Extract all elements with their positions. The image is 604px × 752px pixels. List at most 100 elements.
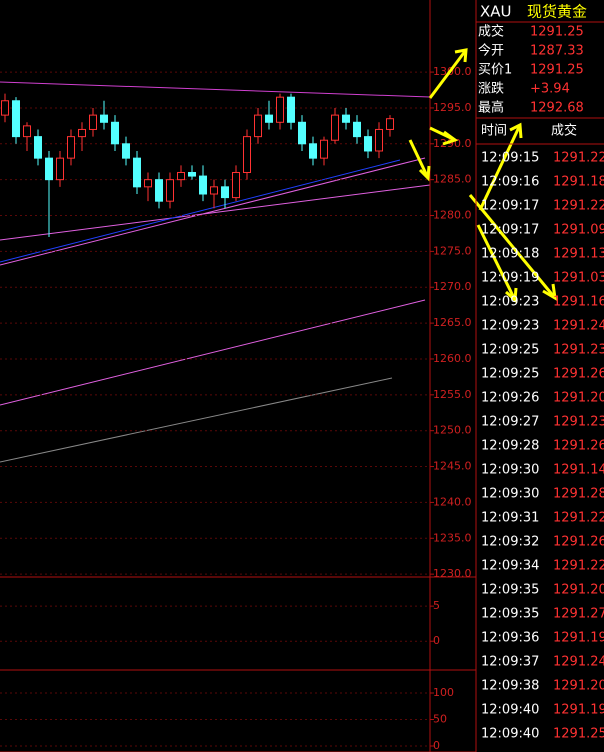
y-tick-label: 1255.0 (433, 388, 472, 401)
trade-time: 12:09:38 (481, 679, 539, 694)
y-tick-label: 5 (433, 599, 440, 612)
candle-body (78, 128, 86, 138)
y-tick-label: 1245.0 (433, 460, 472, 473)
trade-price: 1291.25 (553, 727, 604, 742)
y-tick-label: 1285.0 (433, 173, 472, 186)
candle-body (265, 114, 273, 123)
trade-time: 12:09:40 (481, 727, 539, 742)
candle-body (298, 121, 306, 145)
arrow (408, 139, 430, 179)
y-tick-label: 1240.0 (433, 495, 472, 508)
y-tick-label: 1295.0 (433, 101, 472, 114)
arrow (428, 49, 468, 99)
trade-time: 12:09:30 (481, 487, 539, 502)
trade-price: 1291.20 (553, 583, 604, 598)
trade-price: 1291.26 (553, 535, 604, 550)
trend-line (0, 157, 426, 266)
trade-price: 1291.14 (553, 463, 604, 478)
candle-body (100, 114, 108, 123)
candle-body (221, 186, 229, 199)
trade-price: 1291.22 (553, 511, 604, 526)
candle-body (34, 136, 42, 159)
y-tick-label: 1260.0 (433, 352, 472, 365)
candle-body (232, 171, 240, 199)
arrow (418, 165, 431, 182)
column-header: 时间 (481, 124, 507, 139)
arrow (454, 48, 468, 63)
candle-body (89, 114, 97, 130)
trade-time: 12:09:28 (481, 439, 539, 454)
trade-time: 12:09:40 (481, 703, 539, 718)
trade-time: 12:09:25 (481, 367, 539, 382)
trade-time: 12:09:37 (481, 655, 539, 670)
side-panel (475, 0, 604, 752)
arrow (478, 124, 522, 211)
quote-value: 1291.25 (530, 25, 584, 40)
trade-time: 12:09:31 (481, 511, 539, 526)
arrow (476, 224, 517, 301)
trade-time: 12:09:35 (481, 583, 539, 598)
drawings (0, 81, 431, 463)
y-tick-label: 1270.0 (433, 280, 472, 293)
trade-price: 1291.23 (553, 415, 604, 430)
candle-body (67, 136, 75, 159)
symbol: XAU (480, 3, 512, 21)
candle-body (111, 121, 119, 145)
y-tick-label: 1275.0 (433, 244, 472, 257)
trade-time: 12:09:26 (481, 391, 539, 406)
trade-time: 12:09:25 (481, 343, 539, 358)
candle-body (166, 179, 174, 202)
candle-body (155, 179, 163, 202)
arrow (542, 283, 557, 301)
y-tick-label: 1265.0 (433, 316, 472, 329)
trade-time: 12:09:27 (481, 415, 539, 430)
trade-time: 12:09:34 (481, 559, 539, 574)
trade-time: 12:09:36 (481, 631, 539, 646)
arrow (442, 130, 459, 146)
trend-line (0, 377, 393, 463)
trend-line (0, 184, 431, 241)
trade-price: 1291.20 (553, 391, 604, 406)
candle-body (56, 157, 64, 181)
quote-value: 1287.33 (530, 44, 584, 59)
trend-line (0, 299, 426, 406)
candle-body (386, 118, 394, 130)
candle-body (122, 143, 130, 159)
column-header: 成交 (551, 123, 577, 139)
arrows (408, 48, 557, 304)
trend-line (0, 159, 401, 263)
trend-line (0, 81, 431, 98)
trade-price: 1291.18 (553, 175, 604, 190)
y-tick-label: 1280.0 (433, 209, 472, 222)
trade-time: 12:09:17 (481, 223, 539, 238)
candle-body (353, 121, 361, 138)
quote-label: 成交 (478, 24, 504, 40)
candle-body (133, 157, 141, 188)
trade-time: 12:09:16 (481, 175, 539, 190)
trade-price: 1291.20 (553, 679, 604, 694)
candle-body (375, 128, 383, 152)
quote-value: +3.94 (530, 82, 570, 97)
trade-price: 1291.26 (553, 439, 604, 454)
trade-time: 12:09:17 (481, 199, 539, 214)
plot: 1300.0 1295.0 1290.0 1285.0 1280.0 1275.0 1270… (0, 0, 476, 752)
trade-price: 1291.23 (553, 343, 604, 358)
y-tick-label: 1300.0 (433, 65, 472, 78)
y-tick-label: 1250.0 (433, 424, 472, 437)
candle-body (243, 136, 251, 173)
y-tick-label: 0 (433, 739, 440, 752)
y-tick-label: 100 (433, 686, 454, 699)
trade-time: 12:09:18 (481, 247, 539, 262)
candle-body (309, 143, 317, 159)
y-tick-label: 0 (433, 634, 440, 647)
arrow (505, 287, 518, 304)
y-tick-label: 1230.0 (433, 567, 472, 580)
quote-label: 最高 (478, 100, 504, 116)
y-tick-label: 50 (433, 712, 447, 725)
candle-body (12, 100, 20, 138)
trade-price: 1291.24 (553, 319, 604, 334)
symbol-name: 现货黄金 (527, 3, 587, 21)
trade-price: 1291.22 (553, 151, 604, 166)
quote-value: 1292.68 (530, 101, 584, 116)
